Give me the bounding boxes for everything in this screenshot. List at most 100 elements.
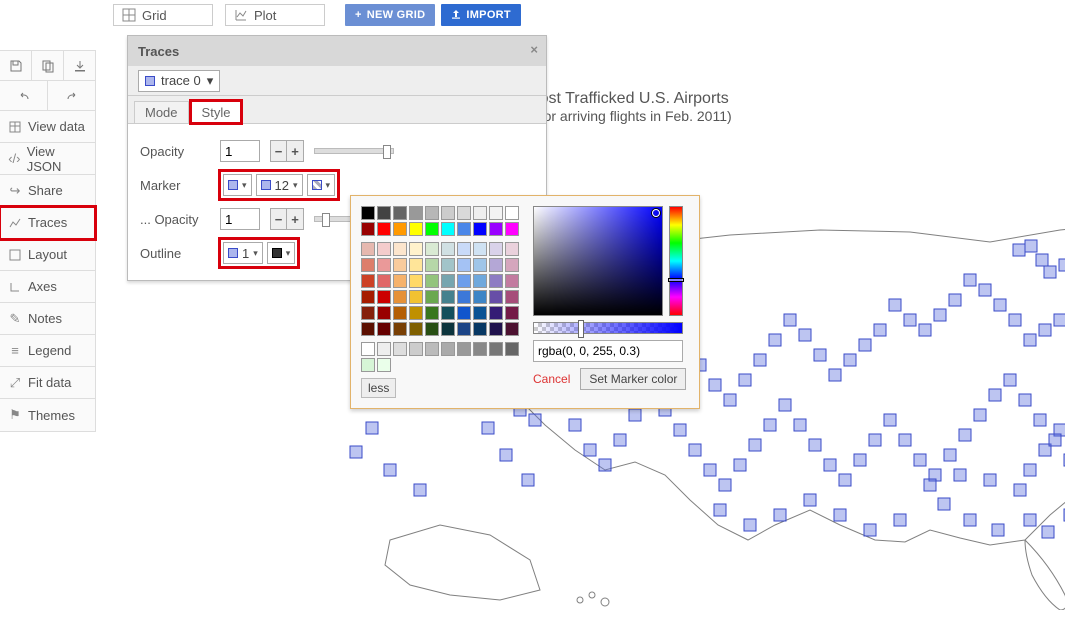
color-swatch[interactable] bbox=[505, 322, 519, 336]
airport-marker[interactable] bbox=[366, 422, 378, 434]
tab-mode[interactable]: Mode bbox=[134, 101, 189, 123]
airport-marker[interactable] bbox=[994, 299, 1006, 311]
color-swatch[interactable] bbox=[441, 290, 455, 304]
airport-marker[interactable] bbox=[784, 314, 796, 326]
marker-fill-dropdown[interactable]: ▾ bbox=[307, 174, 336, 196]
airport-marker[interactable] bbox=[914, 454, 926, 466]
airport-marker[interactable] bbox=[989, 389, 1001, 401]
color-swatch[interactable] bbox=[505, 258, 519, 272]
color-swatch[interactable] bbox=[377, 258, 391, 272]
redo-icon[interactable] bbox=[48, 81, 95, 110]
airport-marker[interactable] bbox=[938, 498, 950, 510]
airport-marker[interactable] bbox=[974, 409, 986, 421]
airport-marker[interactable] bbox=[754, 354, 766, 366]
sidebar-themes[interactable]: ⚑ Themes bbox=[0, 399, 95, 431]
airport-marker[interactable] bbox=[959, 429, 971, 441]
color-swatch[interactable] bbox=[489, 258, 503, 272]
airport-marker[interactable] bbox=[1013, 244, 1025, 256]
color-swatch[interactable] bbox=[377, 274, 391, 288]
airport-marker[interactable] bbox=[924, 479, 936, 491]
airport-marker[interactable] bbox=[569, 419, 581, 431]
color-swatch[interactable] bbox=[425, 342, 439, 356]
color-swatch[interactable] bbox=[409, 258, 423, 272]
color-swatch[interactable] bbox=[457, 342, 471, 356]
airport-marker[interactable] bbox=[809, 439, 821, 451]
alpha-thumb[interactable] bbox=[578, 320, 584, 338]
airport-marker[interactable] bbox=[1034, 414, 1046, 426]
color-swatch[interactable] bbox=[505, 290, 519, 304]
color-swatch[interactable] bbox=[441, 306, 455, 320]
airport-marker[interactable] bbox=[859, 339, 871, 351]
color-swatch[interactable] bbox=[489, 322, 503, 336]
airport-marker[interactable] bbox=[839, 474, 851, 486]
dotopacity-stepper[interactable]: −+ bbox=[270, 208, 304, 230]
color-swatch[interactable] bbox=[473, 242, 487, 256]
plus-icon[interactable]: + bbox=[287, 141, 303, 161]
color-swatch[interactable] bbox=[393, 290, 407, 304]
airport-marker[interactable] bbox=[764, 419, 776, 431]
color-swatch[interactable] bbox=[361, 222, 375, 236]
minus-icon[interactable]: − bbox=[271, 209, 287, 229]
color-swatch[interactable] bbox=[473, 258, 487, 272]
hue-thumb[interactable] bbox=[668, 278, 684, 282]
color-swatch[interactable] bbox=[473, 306, 487, 320]
color-swatch[interactable] bbox=[361, 242, 375, 256]
sidebar-legend[interactable]: ≡ Legend bbox=[0, 335, 95, 367]
airport-marker[interactable] bbox=[1004, 374, 1016, 386]
download-icon[interactable] bbox=[64, 51, 95, 80]
color-swatch[interactable] bbox=[393, 342, 407, 356]
close-icon[interactable]: × bbox=[530, 42, 538, 57]
airport-marker[interactable] bbox=[834, 509, 846, 521]
airport-marker[interactable] bbox=[824, 459, 836, 471]
airport-marker[interactable] bbox=[964, 514, 976, 526]
airport-marker[interactable] bbox=[522, 474, 534, 486]
color-swatch[interactable] bbox=[377, 306, 391, 320]
color-swatch[interactable] bbox=[361, 306, 375, 320]
color-swatch[interactable] bbox=[441, 258, 455, 272]
airport-marker[interactable] bbox=[734, 459, 746, 471]
airport-marker[interactable] bbox=[1024, 334, 1036, 346]
color-swatch[interactable] bbox=[377, 322, 391, 336]
color-swatch[interactable] bbox=[409, 222, 423, 236]
color-swatch[interactable] bbox=[377, 242, 391, 256]
color-swatch[interactable] bbox=[425, 274, 439, 288]
airport-marker[interactable] bbox=[350, 446, 362, 458]
color-swatch[interactable] bbox=[377, 342, 391, 356]
color-swatch[interactable] bbox=[489, 306, 503, 320]
airport-marker[interactable] bbox=[384, 464, 396, 476]
sidebar-notes[interactable]: ✎ Notes bbox=[0, 303, 95, 335]
color-swatch[interactable] bbox=[473, 290, 487, 304]
airport-marker[interactable] bbox=[774, 509, 786, 521]
cancel-button[interactable]: Cancel bbox=[533, 372, 570, 386]
color-swatch[interactable] bbox=[473, 274, 487, 288]
color-swatch[interactable] bbox=[361, 290, 375, 304]
color-swatch[interactable] bbox=[409, 290, 423, 304]
color-swatch[interactable] bbox=[505, 342, 519, 356]
airport-marker[interactable] bbox=[719, 479, 731, 491]
color-swatch[interactable] bbox=[505, 242, 519, 256]
airport-marker[interactable] bbox=[584, 444, 596, 456]
airport-marker[interactable] bbox=[709, 379, 721, 391]
color-swatch[interactable] bbox=[425, 306, 439, 320]
color-swatch[interactable] bbox=[473, 322, 487, 336]
sidebar-view-data[interactable]: View data bbox=[0, 111, 95, 143]
sidebar-fit-data[interactable]: ⤢ Fit data bbox=[0, 367, 95, 399]
color-swatch[interactable] bbox=[441, 342, 455, 356]
color-swatch[interactable] bbox=[409, 306, 423, 320]
color-swatch[interactable] bbox=[505, 274, 519, 288]
color-swatch[interactable] bbox=[457, 222, 471, 236]
airport-marker[interactable] bbox=[529, 414, 541, 426]
color-swatch[interactable] bbox=[441, 206, 455, 220]
color-swatch[interactable] bbox=[489, 242, 503, 256]
color-swatch[interactable] bbox=[361, 342, 375, 356]
opacity-input[interactable] bbox=[220, 140, 260, 162]
color-swatch[interactable] bbox=[489, 290, 503, 304]
color-swatch[interactable] bbox=[409, 242, 423, 256]
airport-marker[interactable] bbox=[934, 309, 946, 321]
airport-marker[interactable] bbox=[1019, 394, 1031, 406]
color-swatch[interactable] bbox=[425, 206, 439, 220]
color-swatch[interactable] bbox=[377, 206, 391, 220]
color-swatch[interactable] bbox=[409, 206, 423, 220]
copy-icon[interactable] bbox=[32, 51, 64, 80]
sidebar-share[interactable]: ↪ Share bbox=[0, 175, 95, 207]
